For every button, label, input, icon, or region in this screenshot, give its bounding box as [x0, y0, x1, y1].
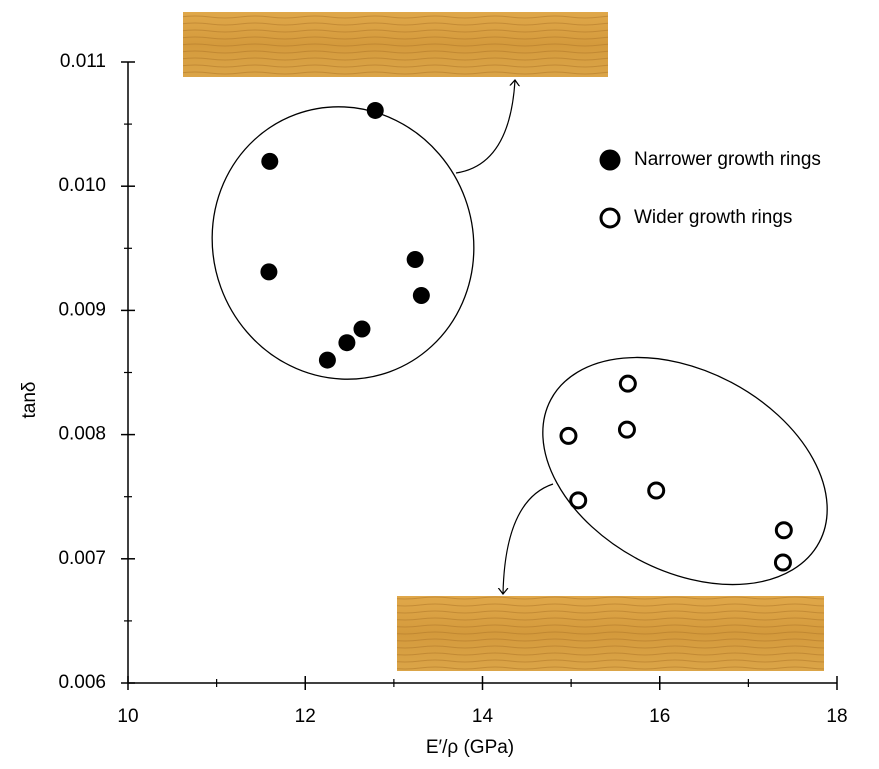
data-point — [559, 426, 578, 445]
arrow — [503, 483, 554, 594]
legend-label: Narrower growth rings — [634, 149, 821, 170]
data-point — [406, 250, 424, 268]
legend-marker — [599, 149, 621, 171]
x-tick-label: 10 — [117, 706, 138, 727]
data-point — [774, 521, 793, 540]
y-tick-label: 0.008 — [58, 424, 106, 445]
y-tick-label: 0.011 — [60, 51, 106, 72]
x-tick-label: 18 — [826, 706, 847, 727]
x-axis-label: E′/ρ (GPa) — [426, 737, 514, 758]
y-tick-label: 0.006 — [58, 672, 106, 693]
x-tick-label: 12 — [295, 706, 316, 727]
data-point — [366, 101, 384, 119]
x-tick-label: 16 — [649, 706, 670, 727]
data-point — [338, 334, 356, 352]
y-tick-label: 0.010 — [58, 175, 106, 196]
data-point — [647, 481, 666, 500]
wood-bottom — [397, 596, 824, 671]
y-tick-label: 0.009 — [58, 299, 106, 320]
data-point — [412, 286, 430, 304]
data-point — [618, 374, 637, 393]
data-point — [569, 491, 588, 510]
data-point — [617, 420, 636, 439]
arrow — [455, 80, 515, 174]
data-point — [261, 152, 279, 170]
y-tick-label: 0.007 — [58, 548, 106, 569]
data-point — [773, 553, 792, 572]
legend-label: Wider growth rings — [634, 207, 792, 228]
x-tick-label: 14 — [472, 706, 494, 727]
data-point — [318, 351, 336, 369]
group-ellipse — [542, 356, 828, 586]
data-point — [260, 263, 278, 281]
y-axis-label: tanδ — [19, 382, 40, 419]
legend-marker — [599, 207, 621, 229]
wood-top — [183, 12, 608, 77]
group-ellipse — [211, 106, 475, 380]
data-point — [353, 320, 371, 338]
